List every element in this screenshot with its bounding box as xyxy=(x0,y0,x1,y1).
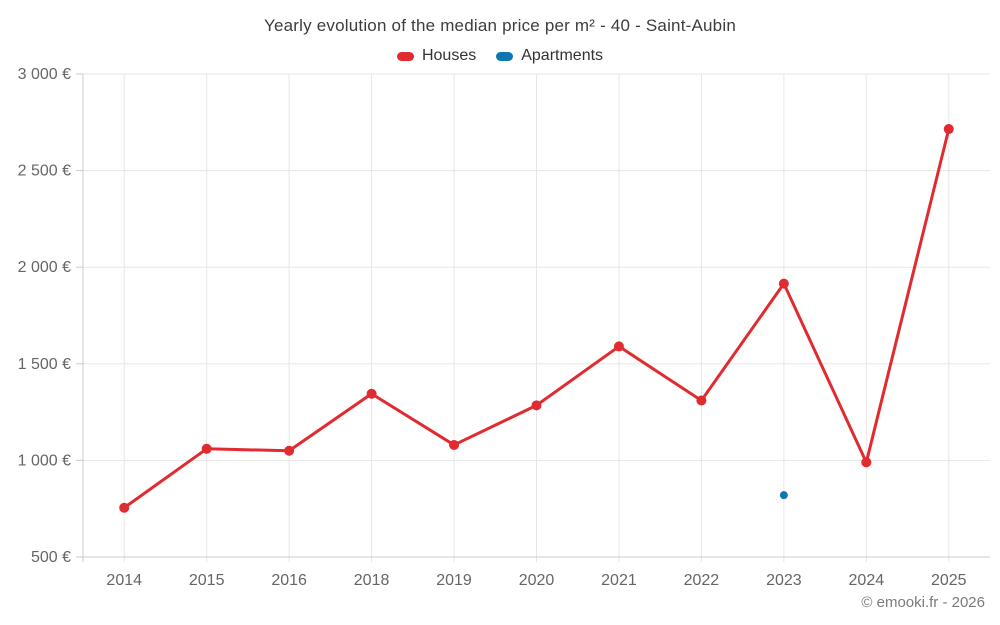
x-axis-label: 2024 xyxy=(849,572,885,589)
houses-point-2022[interactable] xyxy=(696,395,707,406)
houses-point-2021[interactable] xyxy=(613,341,624,352)
y-axis-label: 2 500 € xyxy=(18,163,71,180)
houses-point-2020[interactable] xyxy=(531,400,542,411)
x-axis-label: 2019 xyxy=(436,572,472,589)
houses-point-2014[interactable] xyxy=(119,502,130,513)
x-axis-label: 2014 xyxy=(106,572,142,589)
x-axis-label: 2021 xyxy=(601,572,637,589)
x-axis-label: 2015 xyxy=(189,572,225,589)
houses-point-2018[interactable] xyxy=(366,388,377,399)
y-axis-label: 1 500 € xyxy=(18,356,71,373)
x-axis-label: 2022 xyxy=(684,572,720,589)
apartments-point-2023[interactable] xyxy=(779,491,788,500)
houses-point-2025[interactable] xyxy=(943,124,954,135)
houses-point-2023[interactable] xyxy=(778,278,789,289)
chart-title: Yearly evolution of the median price per… xyxy=(264,16,736,35)
x-axis-label: 2018 xyxy=(354,572,390,589)
houses-point-2015[interactable] xyxy=(201,443,212,454)
apartments-series-swatch-icon xyxy=(496,51,514,61)
houses-point-2019[interactable] xyxy=(449,439,460,450)
x-axis-label: 2020 xyxy=(519,572,555,589)
y-axis-label: 3 000 € xyxy=(18,66,71,83)
chart-legend: Houses Apartments xyxy=(0,46,1000,66)
x-axis-label: 2023 xyxy=(766,572,802,589)
legend-item-houses[interactable]: Houses xyxy=(396,47,477,65)
houses-point-2024[interactable] xyxy=(861,457,872,468)
x-axis-label: 2025 xyxy=(931,572,967,589)
legend-label-apartments: Apartments xyxy=(521,47,604,64)
legend-label-houses: Houses xyxy=(421,47,477,64)
y-axis-label: 2 000 € xyxy=(18,259,71,276)
y-axis-label: 500 € xyxy=(31,549,71,566)
houses-point-2016[interactable] xyxy=(284,445,295,456)
copyright-watermark[interactable]: © emooki.fr - 2026 xyxy=(861,594,985,611)
legend-item-apartments[interactable]: Apartments xyxy=(496,47,603,65)
houses-series-swatch-icon xyxy=(396,51,414,61)
x-axis-label: 2016 xyxy=(271,572,307,589)
y-axis-label: 1 000 € xyxy=(18,452,71,469)
